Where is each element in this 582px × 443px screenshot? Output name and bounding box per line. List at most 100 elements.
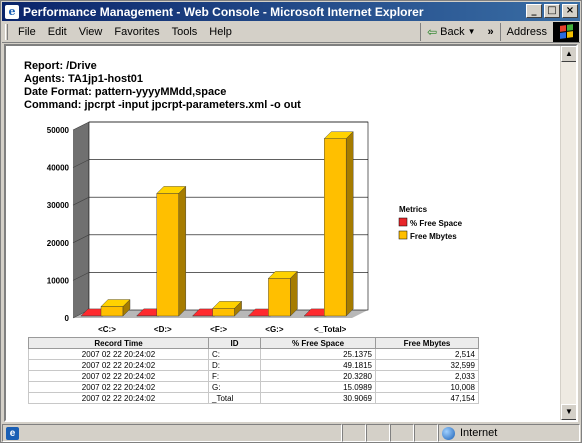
status-bar: e Internet xyxy=(2,424,580,442)
legend-swatch xyxy=(398,230,408,240)
gridline-side xyxy=(72,234,90,244)
table-cell: 30.9069 xyxy=(260,392,376,404)
status-pane xyxy=(390,424,414,442)
table-cell: 20.3280 xyxy=(260,370,376,382)
table-row: 2007 02 22 20:24:02 _Total 30.9069 47,154 xyxy=(28,392,479,404)
toolbar-overflow-chevron[interactable]: » xyxy=(487,25,494,38)
table-cell: _Total xyxy=(208,392,261,404)
menu-tools[interactable]: Tools xyxy=(171,25,198,38)
menu-edit[interactable]: Edit xyxy=(47,25,67,38)
close-button[interactable]: × xyxy=(562,4,578,18)
address-label[interactable]: Address xyxy=(499,22,553,41)
table-cell: 47,154 xyxy=(375,392,479,404)
menu-favorites[interactable]: Favorites xyxy=(114,25,160,38)
status-pane xyxy=(366,424,390,442)
table-cell: 2007 02 22 20:24:02 xyxy=(28,359,209,371)
table-cell: 2007 02 22 20:24:02 xyxy=(28,370,209,382)
table-cell: 32,599 xyxy=(375,359,479,371)
command-line: Command: jpcrpt -input jpcrpt-parameters… xyxy=(24,99,301,111)
column-header: % Free Space xyxy=(260,337,376,349)
gridline-side xyxy=(72,121,90,131)
title-bar: e Performance Management - Web Console -… xyxy=(2,2,580,21)
bar-free-mbytes-side xyxy=(290,270,298,317)
table-cell: G: xyxy=(208,381,261,393)
chart-side-wall xyxy=(73,122,89,318)
bar-free-mbytes-front xyxy=(268,278,291,317)
table-cell: D: xyxy=(208,359,261,371)
x-tick-label: <F:> xyxy=(210,325,227,334)
x-tick-label: <C:> xyxy=(98,325,116,334)
bar-free-mbytes-front xyxy=(324,138,347,317)
y-tick-label: 50000 xyxy=(47,126,70,135)
bar-free-mbytes-side xyxy=(234,300,242,317)
bar-free-mbytes-side xyxy=(346,131,354,317)
toolbar-grip[interactable] xyxy=(5,23,8,40)
gridline-side xyxy=(72,159,90,168)
legend-title: Metrics xyxy=(399,205,428,214)
table-cell: 49.1815 xyxy=(260,359,376,371)
maximize-button[interactable]: □ xyxy=(544,4,560,18)
gridline-side xyxy=(72,196,90,206)
table-cell: 2,033 xyxy=(375,370,479,382)
scroll-up-icon[interactable]: ▲ xyxy=(561,46,576,62)
gridline-side xyxy=(72,272,90,281)
back-arrow-icon: ⇦ xyxy=(427,24,438,39)
legend-label: % Free Space xyxy=(410,219,463,228)
y-tick-label: 0 xyxy=(65,314,70,323)
status-pane xyxy=(342,424,366,442)
table-cell: 2007 02 22 20:24:02 xyxy=(28,348,209,360)
x-tick-label: <_Total> xyxy=(314,325,347,334)
dropdown-arrow-icon: ▼ xyxy=(467,27,476,36)
x-tick-label: <G:> xyxy=(265,325,284,334)
table-row: 2007 02 22 20:24:02 G: 15.0989 10,008 xyxy=(28,381,479,393)
table-cell: 2007 02 22 20:24:02 xyxy=(28,392,209,404)
bar-free-mbytes-side xyxy=(122,299,131,317)
bar-free-mbytes-front xyxy=(212,308,235,317)
table-cell: 10,008 xyxy=(375,381,479,393)
report-header: Report: /Drive Agents: TA1jp1-host01 Dat… xyxy=(24,60,301,112)
zone-label: Internet xyxy=(460,427,498,439)
scroll-down-icon[interactable]: ▼ xyxy=(561,404,576,420)
legend-label: Free Mbytes xyxy=(410,232,457,241)
back-button[interactable]: ⇦ Back ▼ xyxy=(420,22,481,41)
status-message: e xyxy=(2,424,342,442)
column-header: Record Time xyxy=(28,337,209,349)
bar-free-mbytes-side xyxy=(178,185,187,317)
table-row: 2007 02 22 20:24:02 C: 25.1375 2,514 xyxy=(28,348,479,360)
report-line: Report: /Drive xyxy=(24,60,97,72)
x-tick-label: <D:> xyxy=(154,325,172,334)
table-row: 2007 02 22 20:24:02 F: 20.3280 2,033 xyxy=(28,370,479,382)
bar-free-mbytes-front xyxy=(100,306,124,317)
globe-icon xyxy=(442,426,455,440)
security-zone: Internet xyxy=(438,424,580,442)
data-table: Record Time ID % Free Space Free Mbytes … xyxy=(28,337,479,404)
table-header-row: Record Time ID % Free Space Free Mbytes xyxy=(28,337,479,349)
y-tick-label: 40000 xyxy=(47,164,70,173)
y-tick-label: 30000 xyxy=(47,201,70,210)
column-header: ID xyxy=(208,337,261,349)
bar-chart: 0 10000 20000 30000 40000 50000 <C:> <D:> <F:> <G… xyxy=(47,121,463,334)
table-row: 2007 02 22 20:24:02 D: 49.1815 32,599 xyxy=(28,359,479,371)
ie-icon: e xyxy=(5,4,19,19)
windows-logo-icon xyxy=(553,21,579,42)
date-format-line: Date Format: pattern-yyyyMMdd,space xyxy=(24,86,227,98)
minimize-button[interactable]: _ xyxy=(526,4,542,18)
menu-file[interactable]: File xyxy=(18,25,36,38)
menu-view[interactable]: View xyxy=(78,25,103,38)
table-cell: 25.1375 xyxy=(260,348,376,360)
y-tick-label: 10000 xyxy=(47,276,70,285)
window-title: Performance Management - Web Console - M… xyxy=(23,4,424,19)
table-cell: 2,514 xyxy=(375,348,479,360)
table-cell: F: xyxy=(208,370,261,382)
page-status-icon: e xyxy=(6,426,19,440)
y-tick-label: 20000 xyxy=(47,239,70,248)
bar-free-mbytes-front xyxy=(156,193,180,317)
status-pane xyxy=(414,424,438,442)
vertical-scrollbar[interactable]: ▲ ▼ xyxy=(560,46,576,420)
menu-help[interactable]: Help xyxy=(209,25,232,38)
back-label: Back xyxy=(440,25,465,38)
table-cell: 15.0989 xyxy=(260,381,376,393)
agents-line: Agents: TA1jp1-host01 xyxy=(24,73,143,85)
column-header: Free Mbytes xyxy=(375,337,479,349)
